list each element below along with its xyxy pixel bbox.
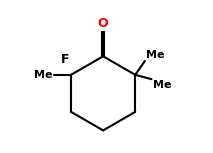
Text: Me: Me <box>153 80 171 90</box>
Text: F: F <box>61 52 69 65</box>
Text: Me: Me <box>146 50 164 60</box>
Text: Me: Me <box>34 70 53 80</box>
Text: O: O <box>98 17 108 30</box>
